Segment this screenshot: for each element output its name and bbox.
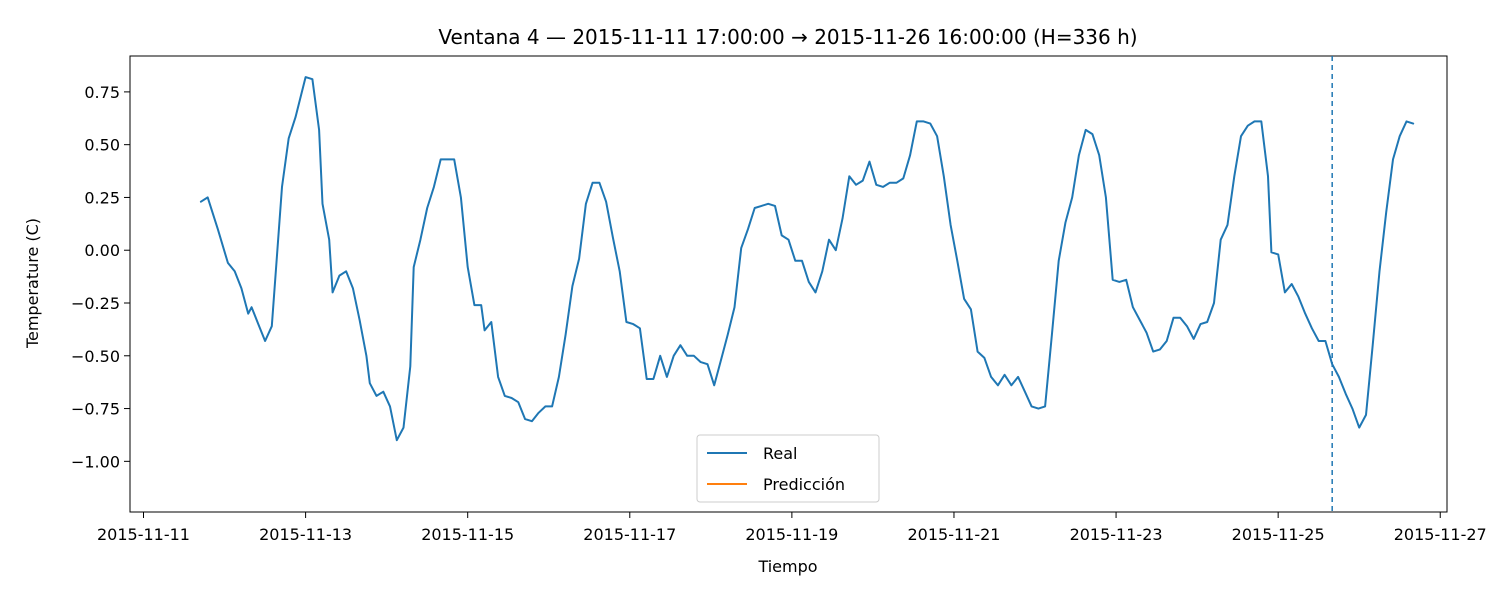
- x-tick-label: 2015-11-23: [1070, 525, 1163, 544]
- x-tick-label: 2015-11-13: [259, 525, 352, 544]
- x-tick-label: 2015-11-15: [421, 525, 514, 544]
- chart-title: Ventana 4 — 2015-11-11 17:00:00 → 2015-1…: [438, 25, 1137, 49]
- y-tick-label: 0.50: [84, 136, 120, 155]
- legend-box: [696, 434, 880, 503]
- x-tick-label: 2015-11-19: [745, 525, 838, 544]
- y-tick-label: 0.25: [84, 188, 120, 207]
- x-tick-label: 2015-11-27: [1394, 525, 1487, 544]
- y-tick-label: 0.00: [84, 241, 120, 260]
- x-tick-label: 2015-11-17: [583, 525, 676, 544]
- x-tick-label: 2015-11-21: [907, 525, 1000, 544]
- series-line-real: [199, 76, 1415, 442]
- y-tick-label: 0.75: [84, 83, 120, 102]
- x-tick-label: 2015-11-25: [1232, 525, 1325, 544]
- y-axis-label: Temperature (C): [23, 218, 42, 349]
- x-axis-label: Tiempo: [757, 557, 817, 576]
- legend: Real Predicción: [696, 434, 880, 503]
- y-tick-label: −0.25: [71, 294, 120, 313]
- legend-label: Real: [763, 444, 798, 463]
- x-tick-label: 2015-11-11: [97, 525, 190, 544]
- plot-frame: [129, 55, 1448, 513]
- legend-label: Predicción: [763, 475, 845, 494]
- plot-area: 2015-11-11 2015-11-13 2015-11-15 2015-11-17…: [71, 55, 1487, 544]
- y-tick-label: −0.50: [71, 347, 120, 366]
- y-tick-label: −0.75: [71, 400, 120, 419]
- y-tick-label: −1.00: [71, 452, 120, 471]
